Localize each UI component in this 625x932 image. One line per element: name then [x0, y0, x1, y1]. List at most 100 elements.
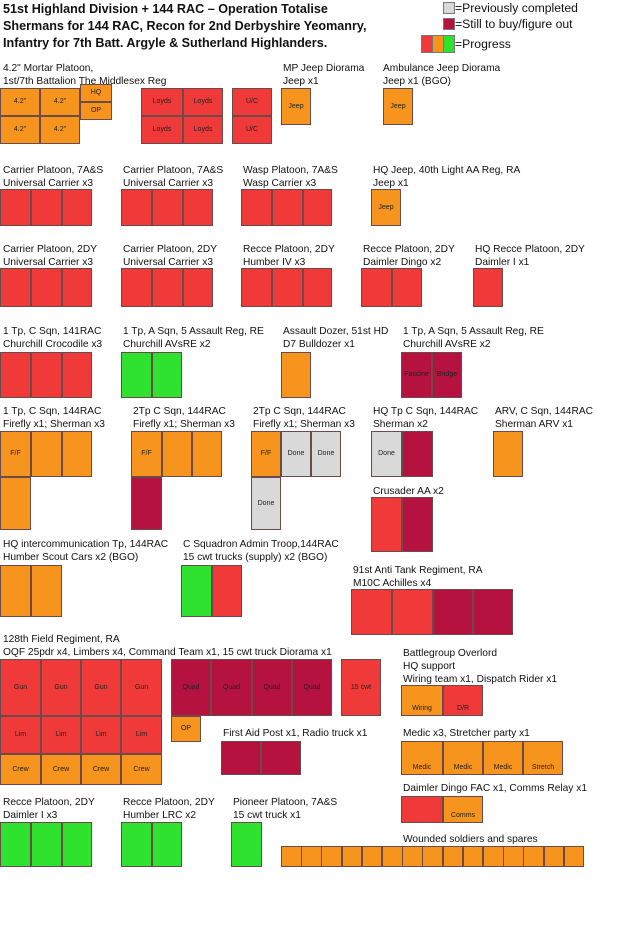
carrier-box [0, 189, 31, 226]
wounded-box [523, 846, 545, 867]
quad-box: Quad [292, 659, 332, 716]
sherman-box [131, 477, 162, 530]
mortar-platoon-label: 4.2" Mortar Platoon, 1st/7th Battalion Th… [3, 63, 167, 87]
carrier-box [62, 189, 92, 226]
wounded-box [382, 846, 403, 867]
truck-box [181, 565, 212, 617]
wounded-box [503, 846, 524, 867]
loyds-carrier-box: Loyds [141, 88, 183, 116]
sherman-box [62, 431, 92, 477]
quad-box: Quad [211, 659, 252, 716]
crocodile-box [0, 352, 31, 398]
stretcher-box: Stretch [523, 741, 563, 775]
quad-box: Quad [252, 659, 292, 716]
carrier-box [31, 268, 62, 307]
gun-box: Gun [41, 659, 81, 716]
avre-b-label: 1 Tp, A Sqn, 5 Assault Reg, RE Churchill … [403, 326, 544, 350]
mp-jeep-label: MP Jeep Diorama Jeep x1 [283, 63, 365, 87]
dozer-label: Assault Dozer, 51st HD D7 Bulldozer x1 [283, 326, 389, 350]
achilles-box [392, 589, 433, 635]
recce-humber-iv-label: Recce Platoon, 2DY Humber IV x3 [243, 244, 335, 268]
limber-box: Lim [0, 716, 41, 754]
ambulance-jeep-box: Jeep [383, 88, 413, 125]
medic-box: Medic [483, 741, 523, 775]
avre-box [121, 352, 152, 398]
wasp-box [241, 189, 272, 226]
wounded-box [341, 846, 363, 867]
legend-to-buy: =Still to buy/figure out [455, 17, 573, 31]
dingo-box [361, 268, 392, 307]
achilles-box [351, 589, 392, 635]
universal-carrier-box: U/C [232, 116, 272, 144]
medic-box: Medic [401, 741, 443, 775]
fascine-box: Fascine [401, 352, 432, 398]
carrier-platoon-2dy-label: Carrier Platoon, 2DY Universal Carrier x3 [3, 244, 97, 268]
hq-tp-144rac-label: HQ Tp C Sqn, 144RAC Sherman x2 [373, 406, 479, 430]
mortar-op-box: OP [80, 102, 112, 120]
limber-box: Lim [81, 716, 121, 754]
truck-box [212, 565, 242, 617]
carrier-box [183, 189, 213, 226]
achilles-box [433, 589, 473, 635]
carrier-box [121, 189, 152, 226]
legend-swatch-completed [443, 2, 455, 14]
tp2-144rac-a-label: 2Tp C Sqn, 144RAC Firefly x1; Sherman x3 [133, 406, 235, 430]
humber-box [272, 268, 303, 307]
wasp-box [272, 189, 303, 226]
wounded-box [361, 846, 383, 867]
daimler-box [62, 822, 92, 867]
wounded-label: Wounded soldiers and spares [403, 834, 538, 845]
gun-box: Gun [121, 659, 162, 716]
pioneer-truck-box [231, 822, 262, 867]
wasp-platoon-label: Wasp Platoon, 7A&S Wasp Carrier x3 [243, 165, 338, 189]
sherman-box [402, 431, 433, 477]
bridge-box: Bridge [432, 352, 462, 398]
carrier-platoon-2dy-b-label: Carrier Platoon, 2DY Universal Carrier x3 [123, 244, 217, 268]
hq-intercom-label: HQ intercommunication Tp, 144RAC Humber S… [3, 539, 169, 563]
crew-box: Crew [121, 754, 162, 785]
carrier-box [152, 268, 183, 307]
carrier-box [152, 189, 183, 226]
universal-carrier-box: U/C [232, 88, 272, 116]
legend-swatch-to-buy [443, 18, 455, 30]
recce-lrc-label: Recce Platoon, 2DY Humber LRC x2 [123, 797, 215, 821]
crocodile-box [62, 352, 92, 398]
crusader-box [402, 497, 433, 552]
dozer-box [281, 352, 311, 398]
hq-jeep-40-label: HQ Jeep, 40th Light AA Reg, RA Jeep x1 [373, 165, 521, 189]
mortar-hq-box: HQ [80, 84, 112, 102]
overlord-label: Battlegroup Overlord HQ support Wiring tea… [403, 648, 557, 685]
crew-box: Crew [81, 754, 121, 785]
op-box: OP [171, 716, 201, 742]
lrc-box [121, 822, 152, 867]
field-reg-label: 128th Field Regiment, RA OQF 25pdr x4, Li… [3, 634, 332, 658]
mortar-box: 4.2" [40, 116, 80, 144]
wounded-box [442, 846, 464, 867]
arv-label: ARV, C Sqn, 144RAC Sherman ARV x1 [495, 406, 593, 430]
done-box: Done [251, 477, 281, 530]
mortar-box: 4.2" [0, 88, 40, 116]
sherman-box [192, 431, 222, 477]
admin-troop-label: C Squadron Admin Troop,144RAC 15 cwt truc… [183, 539, 339, 563]
crusader-box [371, 497, 402, 552]
loyds-carrier-box: Loyds [141, 116, 183, 144]
gun-box: Gun [0, 659, 41, 716]
mortar-box: 4.2" [0, 116, 40, 144]
mp-jeep-box: Jeep [281, 88, 311, 125]
sherman-box [0, 477, 31, 530]
medic-label: Medic x3, Stretcher party x1 [403, 728, 530, 739]
anti-tank-label: 91st Anti Tank Regiment, RA M10C Achilles… [353, 565, 483, 589]
legend-completed: =Previously completed [455, 1, 578, 15]
lrc-box [152, 822, 182, 867]
firefly-box: F/F [251, 431, 281, 477]
wounded-box [402, 846, 423, 867]
limber-box: Lim [121, 716, 162, 754]
dingo-fac-box [401, 796, 443, 823]
wounded-row [281, 846, 585, 867]
wounded-box [301, 846, 322, 867]
tp1-144rac-label: 1 Tp, C Sqn, 144RAC Firefly x1; Sherman x… [3, 406, 105, 430]
dingo-fac-label: Daimler Dingo FAC x1, Comms Relay x1 [403, 783, 587, 794]
header-line-2: Shermans for 144 RAC, Recon for 2nd Derb… [3, 19, 367, 33]
carrier-box [183, 268, 213, 307]
crusader-label: Crusader AA x2 [373, 486, 444, 497]
